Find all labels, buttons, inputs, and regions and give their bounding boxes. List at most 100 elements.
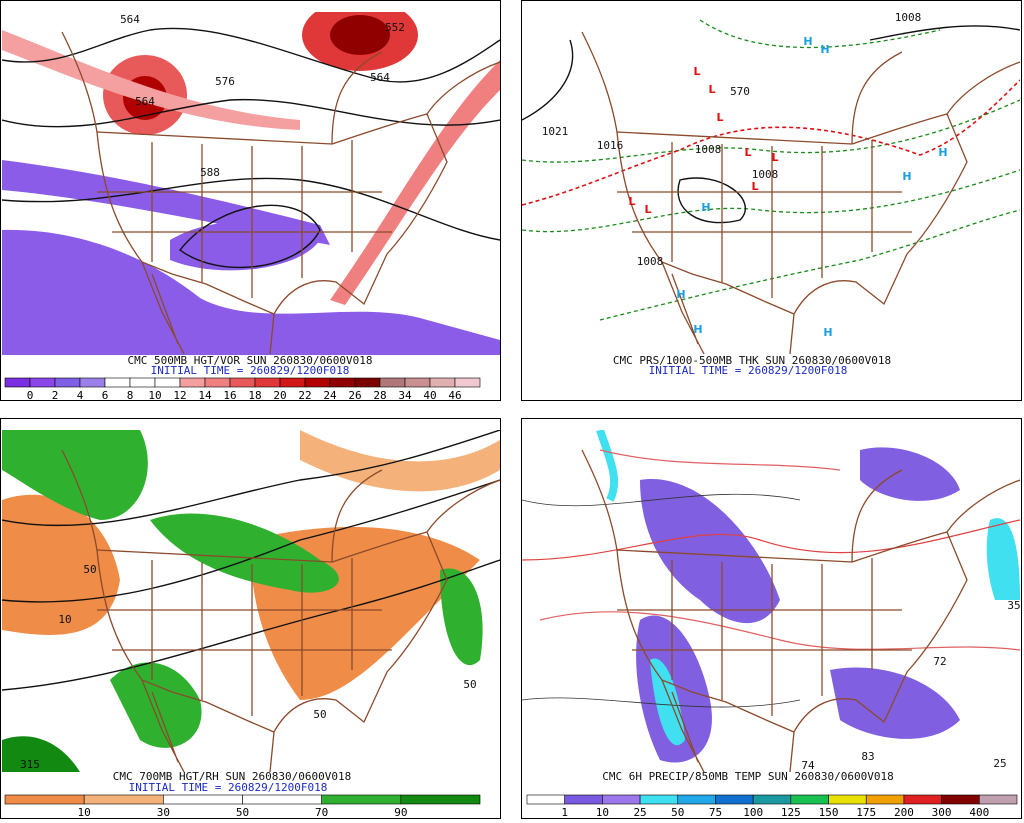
colorbar-swatch [354, 377, 381, 388]
colorbar-label: 100 [743, 806, 763, 819]
colorbar-label: 10 [596, 806, 609, 819]
contour-label: 74 [801, 759, 815, 772]
colorbar-swatch [564, 794, 603, 805]
panel-caption: CMC 500MB HGT/VOR SUN 260830/0600V018 [127, 354, 372, 367]
high-pressure: H [902, 170, 911, 183]
contour-label: 1016 [597, 139, 624, 152]
high-pressure: H [701, 201, 710, 214]
colorbar-label: 50 [671, 806, 684, 819]
colorbar-swatch [54, 377, 81, 388]
high-pressure: H [938, 146, 947, 159]
map-precip [522, 430, 1020, 772]
contour-label: 25 [993, 757, 1006, 770]
colorbar-swatch [163, 794, 243, 805]
contour-label: 1021 [542, 125, 569, 138]
colorbar-swatch [979, 794, 1018, 805]
colorbar-label: 46 [448, 389, 461, 402]
colorbar-swatch [677, 794, 716, 805]
map-thickness [522, 19, 1020, 355]
colorbar-label: 12 [173, 389, 186, 402]
colorbar-swatch [790, 794, 829, 805]
colorbar-swatch [526, 794, 565, 805]
contour-label: 552 [385, 21, 405, 34]
colorbar-swatch [229, 377, 256, 388]
colorbar-label: 200 [894, 806, 914, 819]
colorbar-swatch [321, 794, 402, 805]
colorbar-label: 30 [157, 806, 170, 819]
colorbar-swatch [304, 377, 331, 388]
contour-label: 35 [1007, 599, 1020, 612]
colorbar-label: 300 [932, 806, 952, 819]
colorbar-swatch [254, 377, 281, 388]
colorbar-swatch [29, 377, 56, 388]
contour-label: 570 [730, 85, 750, 98]
contour-label: 588 [200, 166, 220, 179]
low-pressure: L [644, 203, 651, 216]
colorbar-swatch [83, 794, 164, 805]
contour-label: 50 [463, 678, 476, 691]
colorbar-label: 90 [394, 806, 407, 819]
colorbar-swatch [865, 794, 905, 805]
colorbar-label: 125 [781, 806, 801, 819]
contour-label: 10 [58, 613, 71, 626]
colorbar-label: 75 [709, 806, 722, 819]
contour-label: 1008 [752, 168, 779, 181]
high-pressure: H [803, 35, 812, 48]
contour-label: 1008 [895, 11, 922, 24]
colorbar-label: 20 [273, 389, 286, 402]
colorbar-label: 8 [127, 389, 134, 402]
colorbar-label: 28 [373, 389, 386, 402]
contour-label: 576 [215, 75, 235, 88]
colorbar-swatch [941, 794, 980, 805]
contour-label: 564 [370, 71, 390, 84]
low-pressure: L [693, 65, 700, 78]
colorbar-swatch [400, 794, 481, 805]
colorbar-label: 4 [77, 389, 84, 402]
colorbar-label: 24 [323, 389, 337, 402]
colorbar-label: 14 [198, 389, 212, 402]
low-pressure: L [716, 111, 723, 124]
low-pressure: L [628, 195, 635, 208]
contour-label: 564 [135, 95, 155, 108]
colorbar-swatch [379, 377, 406, 388]
low-pressure: L [771, 151, 778, 164]
colorbar-label: 34 [398, 389, 412, 402]
panel-caption: CMC 700MB HGT/RH SUN 260830/0600V018 [113, 770, 351, 783]
initial-time: INITIAL TIME = 260829/1200F018 [129, 781, 328, 794]
colorbar-label: 16 [223, 389, 236, 402]
colorbar-swatch [242, 794, 322, 805]
colorbar-swatch [4, 794, 85, 805]
colorbar-label: 6 [102, 389, 109, 402]
contour-label: 72 [933, 655, 946, 668]
colorbar-label: 10 [148, 389, 161, 402]
colorbar-swatch [129, 377, 156, 388]
map-500mb [2, 12, 500, 355]
colorbar-swatch [715, 794, 754, 805]
panel-caption: CMC 6H PRECIP/850MB TEMP SUN 260830/0600… [602, 770, 893, 783]
colorbar-label: 50 [236, 806, 249, 819]
contour-label: 315 [20, 758, 40, 771]
high-pressure: H [823, 326, 832, 339]
contour-label: 83 [861, 750, 874, 763]
initial-time: INITIAL TIME = 260829/1200F018 [151, 364, 350, 377]
colorbar-swatch [429, 377, 456, 388]
colorbar-swatch [179, 377, 206, 388]
contour-label: 50 [313, 708, 326, 721]
colorbar-swatch [454, 377, 481, 388]
colorbar-swatch [602, 794, 641, 805]
high-pressure: H [693, 323, 702, 336]
colorbar-swatch [903, 794, 942, 805]
map-700mb [2, 430, 500, 772]
colorbar-label: 0 [27, 389, 34, 402]
colorbar-swatch [404, 377, 431, 388]
colorbar-label: 10 [78, 806, 91, 819]
contour-label: 564 [120, 13, 140, 26]
high-pressure: H [676, 288, 685, 301]
panel-caption: CMC PRS/1000-500MB THK SUN 260830/0600V0… [613, 354, 891, 367]
colorbar-swatch [279, 377, 306, 388]
colorbar-swatch [154, 377, 181, 388]
contour-label: 1008 [695, 143, 722, 156]
colorbar-swatch [752, 794, 792, 805]
